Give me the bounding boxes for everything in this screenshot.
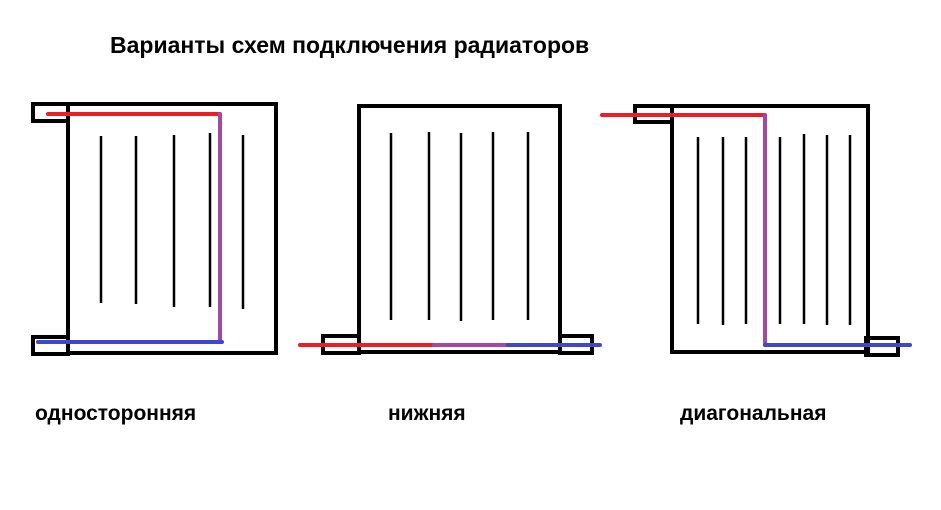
scheme-label: диагональная <box>680 402 826 425</box>
scheme-one-sided: односторонняя <box>31 102 278 425</box>
diagram-title: Варианты схем подключения радиаторов <box>110 32 589 58</box>
scheme-label: нижняя <box>388 402 466 425</box>
scheme-bottom: нижняя <box>298 104 602 425</box>
radiator-body <box>66 102 278 355</box>
radiator-body <box>670 104 870 354</box>
scheme-label: односторонняя <box>35 402 196 425</box>
nozzle-bottom-left <box>31 335 70 356</box>
radiator-body <box>357 104 562 354</box>
scheme-diagonal: диагональная <box>600 104 912 425</box>
